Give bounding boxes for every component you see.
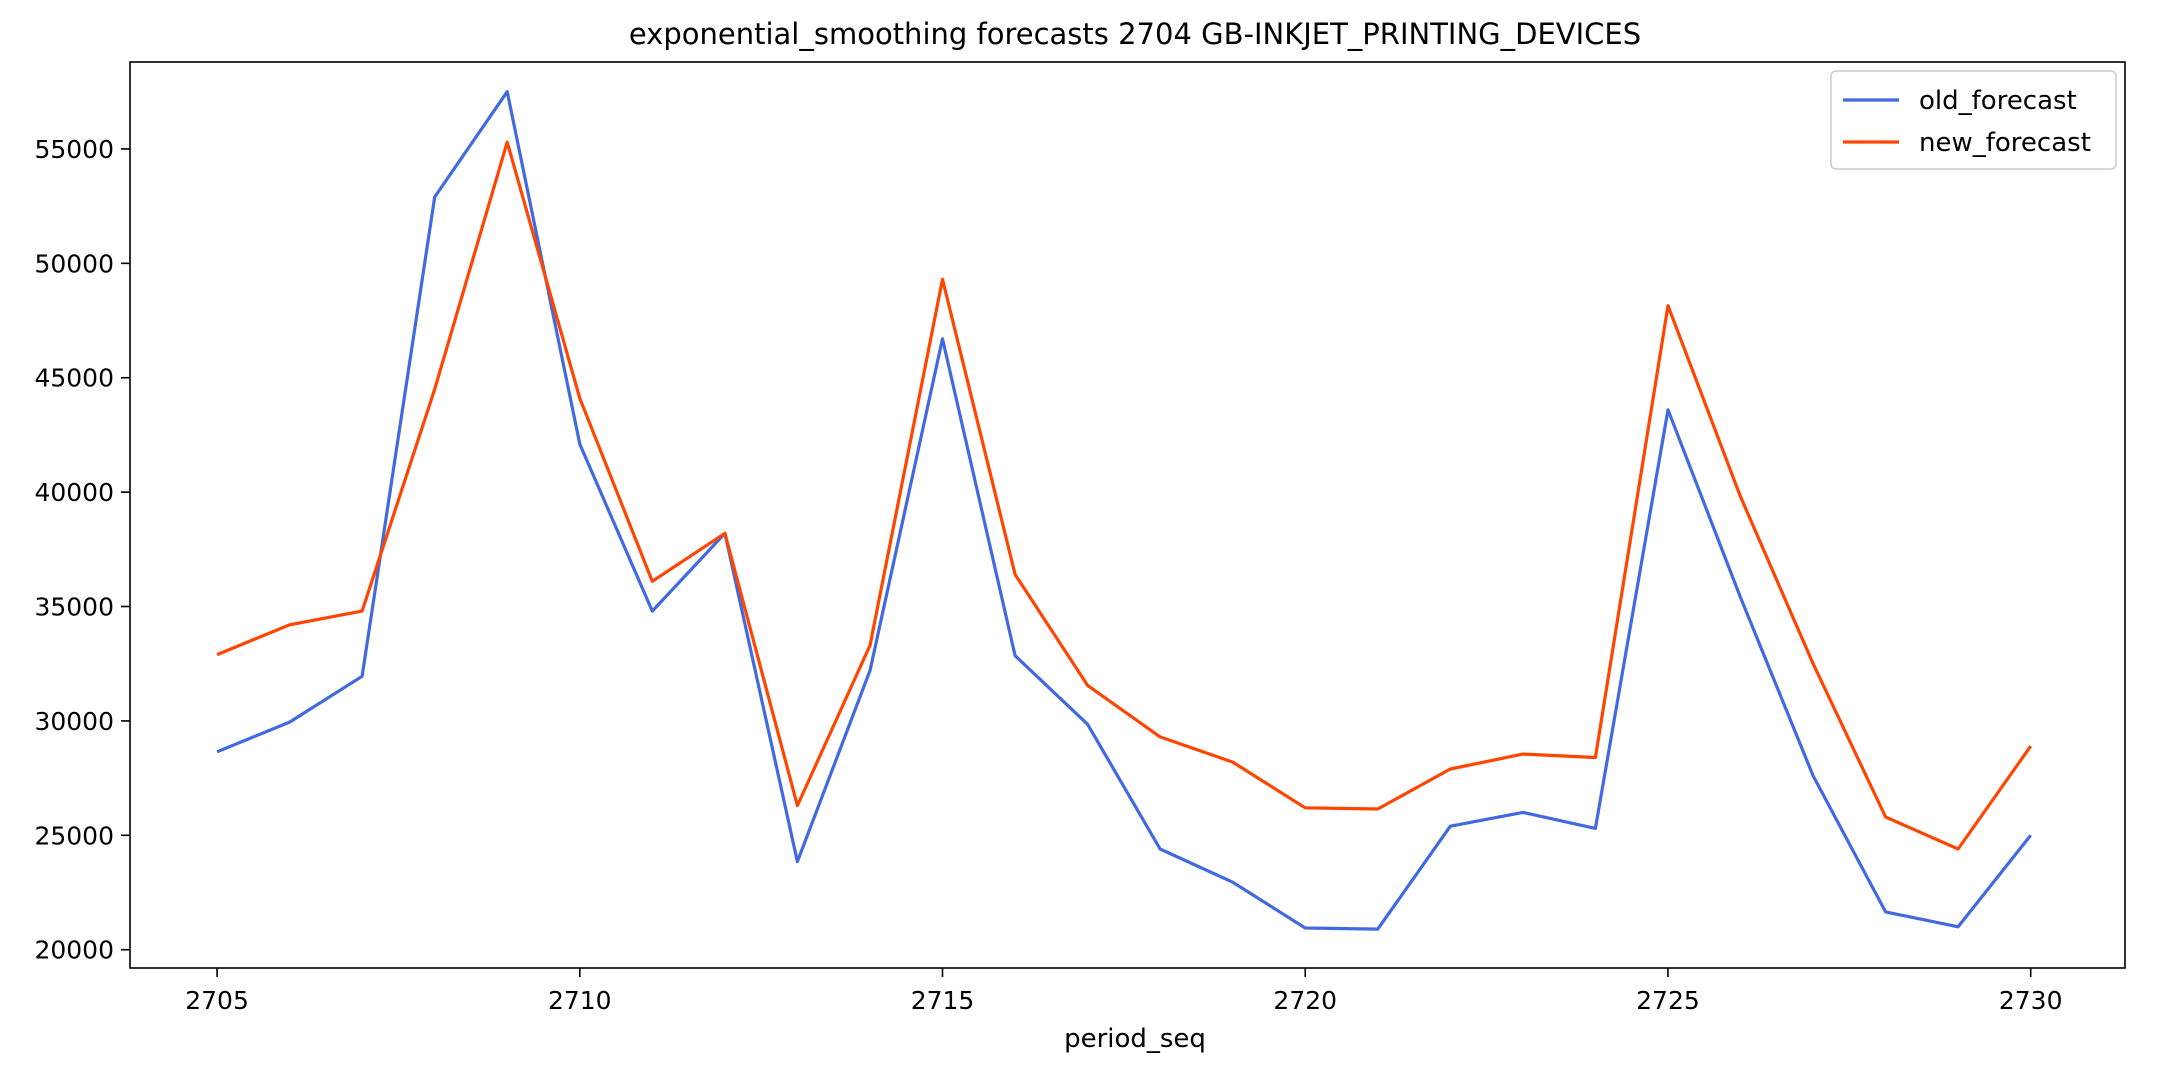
x-axis-label: period_seq <box>1064 1024 1206 1054</box>
y-axis: 20000 25000 30000 35000 40000 45000 50000 55000 <box>34 135 130 965</box>
legend-box <box>1830 70 2117 170</box>
chart-title: exponential_smoothing forecasts 2704 GB-… <box>629 17 1641 51</box>
x-tick-label: 2725 <box>1636 986 1700 1015</box>
x-tick-label: 2730 <box>1999 986 2063 1015</box>
y-tick-label: 35000 <box>34 593 114 622</box>
y-tick-label: 50000 <box>34 249 114 278</box>
x-tick-label: 2715 <box>911 986 975 1015</box>
x-axis: 2705 2710 2715 2720 2725 2730 <box>185 968 2063 1015</box>
y-tick-label: 55000 <box>34 135 114 164</box>
plot-area <box>216 90 2033 931</box>
x-tick-label: 2710 <box>548 986 612 1015</box>
x-tick-label: 2705 <box>185 986 249 1015</box>
y-tick-label: 40000 <box>34 478 114 507</box>
y-tick-label: 45000 <box>34 364 114 393</box>
plot-frame <box>129 61 2126 969</box>
legend-label-new_forecast: new_forecast <box>1919 128 2091 158</box>
legend-label-old_forecast: old_forecast <box>1919 86 2077 116</box>
x-tick-label: 2720 <box>1273 986 1337 1015</box>
y-tick-label: 30000 <box>34 707 114 736</box>
series-line-new_forecast <box>216 140 2033 851</box>
y-tick-label: 20000 <box>34 936 114 965</box>
series-line-old_forecast <box>216 90 2032 931</box>
legend: old_forecast new_forecast <box>1830 70 2117 170</box>
y-tick-label: 25000 <box>34 821 114 850</box>
